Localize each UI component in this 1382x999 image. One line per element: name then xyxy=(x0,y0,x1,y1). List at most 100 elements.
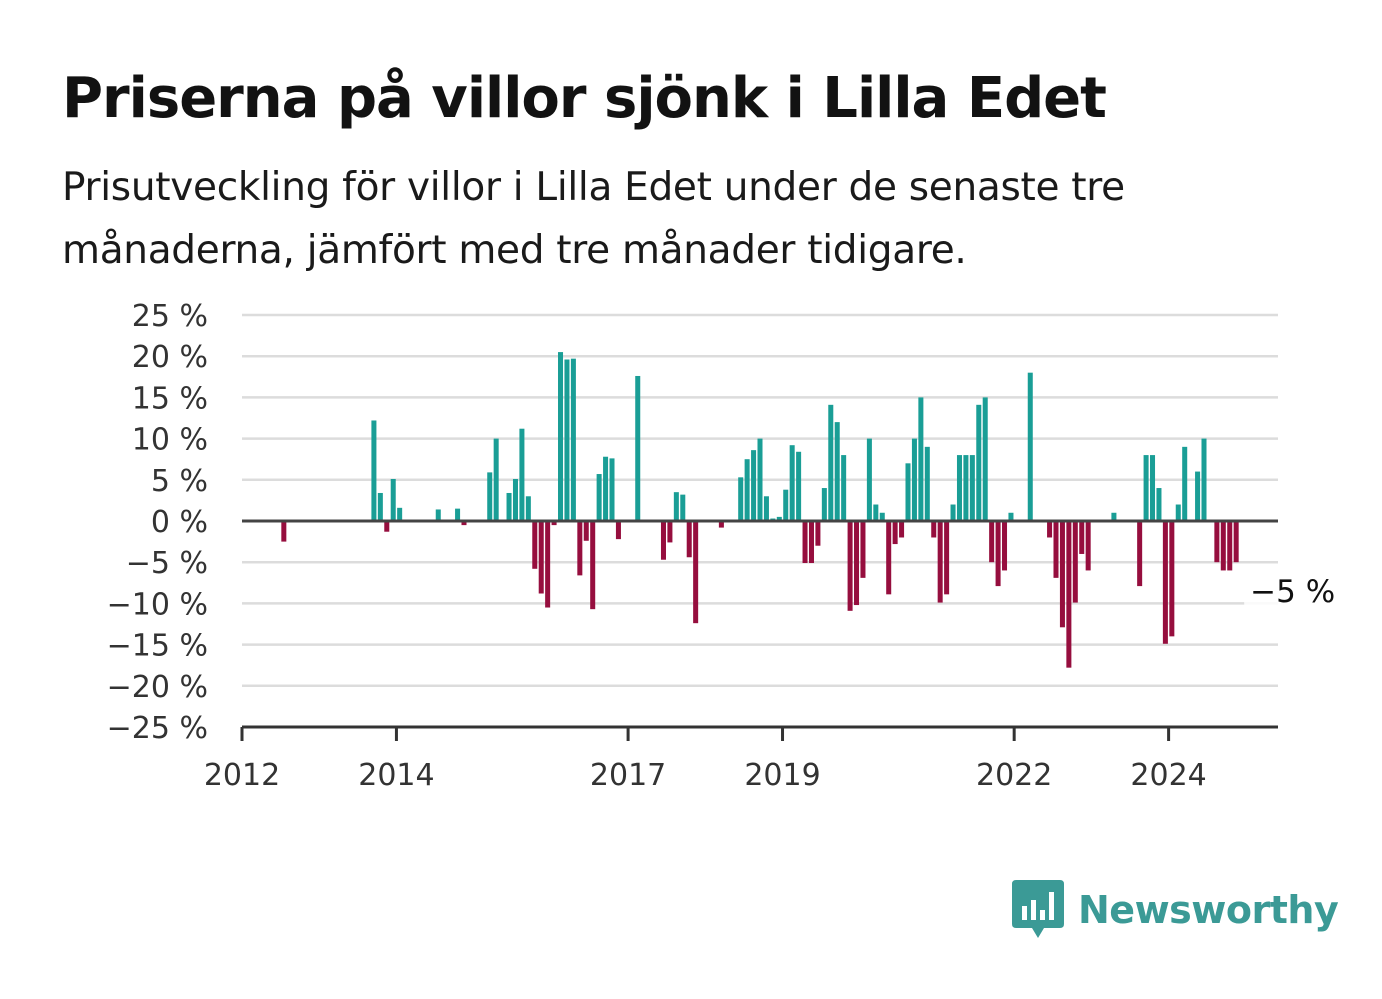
bar xyxy=(590,521,596,610)
bar xyxy=(551,521,557,526)
bar xyxy=(995,521,1001,587)
x-axis: 2012 2014 2017 2019 2022 2024 xyxy=(204,725,1278,793)
bar xyxy=(1227,521,1233,571)
bar xyxy=(1137,521,1143,587)
bar xyxy=(596,474,602,521)
bar xyxy=(1002,521,1008,571)
bar xyxy=(950,504,956,521)
y-tick-label: −10 % xyxy=(107,587,208,622)
bar xyxy=(905,463,911,521)
bar xyxy=(879,512,885,521)
bar xyxy=(918,397,924,521)
bar xyxy=(1047,521,1053,538)
bar xyxy=(532,521,538,569)
bar xyxy=(982,397,988,521)
chart-title: Priserna på villor sjönk i Lilla Edet xyxy=(62,66,1107,131)
bar xyxy=(976,404,982,521)
annotation-label: −5 % xyxy=(1250,574,1335,610)
bar xyxy=(802,521,808,564)
y-tick-label: 15 % xyxy=(132,381,208,416)
bar xyxy=(854,521,860,606)
bar xyxy=(1150,455,1156,521)
bar xyxy=(506,492,512,521)
bar xyxy=(892,521,898,545)
x-tick-label: 2024 xyxy=(1130,758,1206,793)
bar xyxy=(1085,521,1091,571)
bar xyxy=(397,507,403,521)
y-tick-label: 10 % xyxy=(132,423,208,458)
bar xyxy=(744,459,750,521)
bar xyxy=(873,504,879,521)
y-tick-label: −15 % xyxy=(107,629,208,664)
bar xyxy=(931,521,937,538)
bar xyxy=(1053,521,1059,578)
bar xyxy=(609,458,615,521)
bar xyxy=(281,521,287,542)
bar xyxy=(815,521,821,546)
bar xyxy=(686,521,692,558)
bar xyxy=(886,521,892,595)
bar xyxy=(673,492,679,521)
bar xyxy=(1233,521,1239,563)
bar xyxy=(603,456,609,521)
bar xyxy=(377,492,383,521)
bar xyxy=(866,438,872,521)
bar xyxy=(834,422,840,521)
bar-chart-speech-bubble-icon xyxy=(1012,880,1064,938)
y-axis-labels: 25 % 20 % 15 % 10 % 5 % 0 % −5 % −10 % −15 % −20 … xyxy=(107,299,208,746)
annotation-background xyxy=(1244,570,1341,613)
y-tick-label: −20 % xyxy=(107,670,208,705)
x-tick-label: 2022 xyxy=(976,758,1052,793)
x-tick-label: 2012 xyxy=(204,758,280,793)
bar xyxy=(1162,521,1168,644)
bar xyxy=(1156,488,1162,521)
bar xyxy=(1079,521,1085,554)
bar xyxy=(1027,372,1033,521)
bar xyxy=(738,477,744,521)
bar xyxy=(660,521,666,560)
bar xyxy=(525,496,531,521)
bar xyxy=(680,494,686,521)
bar xyxy=(718,521,724,528)
bar xyxy=(635,375,641,521)
bar xyxy=(1008,512,1014,521)
bar xyxy=(1066,521,1072,668)
bar xyxy=(1111,512,1117,521)
y-tick-label: −25 % xyxy=(107,711,208,746)
bar xyxy=(969,455,975,521)
bar xyxy=(1214,521,1220,563)
y-tick-label: 25 % xyxy=(132,299,208,334)
bar xyxy=(944,521,950,595)
bar xyxy=(693,521,699,624)
bar xyxy=(828,404,834,521)
x-tick-label: 2017 xyxy=(590,758,666,793)
bar xyxy=(924,446,930,521)
bar xyxy=(783,489,789,521)
bar xyxy=(615,521,621,540)
bar xyxy=(435,509,441,521)
bar xyxy=(1201,438,1207,521)
bar xyxy=(821,488,827,521)
bar-chart: 25 % 20 % 15 % 10 % 5 % 0 % −5 % −10 % −15 % −20 … xyxy=(107,299,1341,793)
bars xyxy=(281,352,1239,668)
bar xyxy=(538,521,544,594)
bar xyxy=(493,438,499,521)
bar xyxy=(558,352,564,521)
bar xyxy=(763,496,769,521)
annotation: −5 % xyxy=(1244,570,1341,613)
bar xyxy=(1059,521,1065,628)
bar xyxy=(937,521,943,603)
bar xyxy=(808,521,814,564)
bar xyxy=(519,428,525,521)
bar xyxy=(1182,446,1188,521)
bar xyxy=(989,521,995,563)
bar xyxy=(956,455,962,521)
bar xyxy=(796,451,802,521)
bar xyxy=(570,358,576,521)
x-tick-label: 2014 xyxy=(358,758,434,793)
bar xyxy=(1220,521,1226,571)
bar xyxy=(455,508,461,521)
bar xyxy=(667,521,673,543)
bar xyxy=(564,359,570,521)
newsworthy-logo: Newsworthy xyxy=(1010,878,1339,942)
